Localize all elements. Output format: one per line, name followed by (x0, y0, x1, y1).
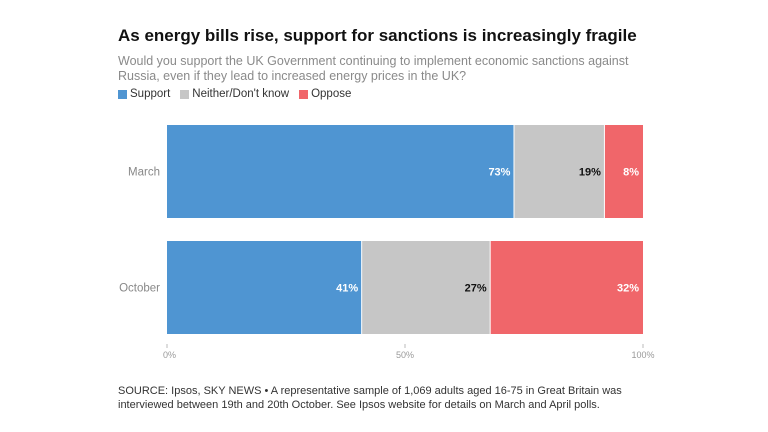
bar-march-2 (604, 125, 643, 218)
x-tick-label-0: 0% (163, 350, 176, 360)
x-tick-label-2: 100% (631, 350, 654, 360)
category-label-october: October (119, 283, 160, 295)
legend-swatch-oppose (299, 89, 309, 99)
bar-october-1 (362, 241, 490, 334)
bar-october-0 (167, 241, 362, 334)
legend-label-oppose: Oppose (311, 88, 352, 100)
data-label-march-1: 19% (579, 167, 601, 179)
data-label-october-1: 27% (465, 283, 487, 295)
bar-march-1 (514, 125, 604, 218)
data-label-march-0: 73% (488, 167, 510, 179)
category-label-march: March (128, 167, 160, 179)
chart-title: As energy bills rise, support for sancti… (118, 26, 637, 45)
legend-swatch-support (118, 89, 127, 99)
x-tick-label-1: 50% (396, 350, 414, 360)
chart-subtitle: Would you support the UK Government cont… (118, 54, 629, 83)
legend-item-support: Support (118, 88, 170, 100)
legend-swatch-neither (180, 89, 190, 99)
legend-label-support: Support (130, 88, 171, 100)
data-label-march-2: 8% (623, 167, 639, 179)
data-label-october-2: 32% (617, 283, 639, 295)
source-note: SOURCE: Ipsos, SKY NEWS • A representati… (118, 385, 622, 411)
legend-item-neither: Neither/Don't know (180, 88, 289, 100)
bar-october-2 (490, 241, 643, 334)
legend-item-oppose: Oppose (299, 88, 351, 100)
legend: Support Neither/Don't know Oppose (118, 88, 351, 100)
bar-march-0 (167, 125, 514, 218)
data-label-october-0: 41% (336, 283, 358, 295)
legend-label-neither: Neither/Don't know (192, 88, 290, 100)
